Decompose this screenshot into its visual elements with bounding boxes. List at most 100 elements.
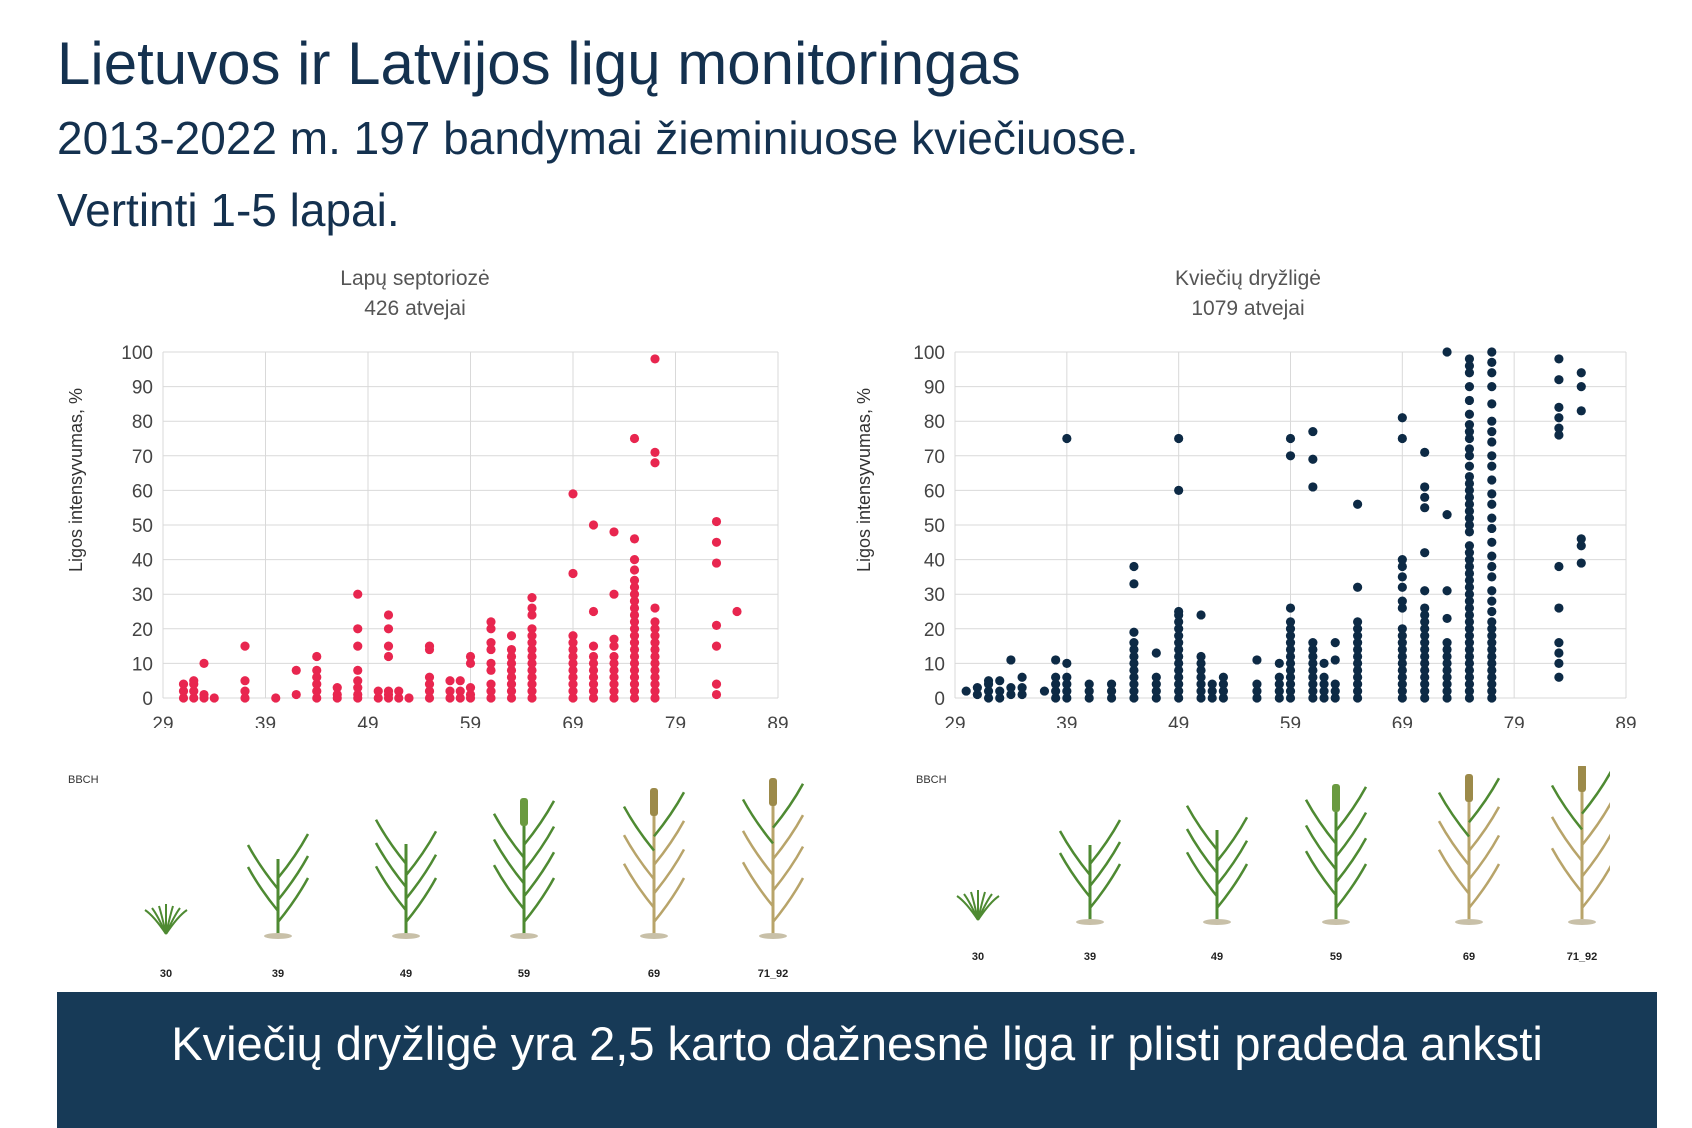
data-point [506,679,517,689]
data-point [1464,617,1475,627]
data-point [1487,537,1497,547]
stage-label: 30 [160,968,172,980]
data-point [1464,548,1475,558]
data-point [1397,679,1407,689]
data-point [1174,624,1184,634]
data-point [1464,527,1475,537]
stage-label: 49 [400,968,412,980]
data-point [1319,672,1329,682]
data-point [1464,644,1475,655]
data-point [1084,693,1094,703]
data-point [1397,596,1407,606]
plant-ear [1332,784,1340,812]
data-point [445,686,455,696]
data-point [1196,658,1206,668]
data-point [312,651,322,662]
data-point [1330,679,1340,689]
data-point [1576,558,1586,568]
data-point [1487,561,1497,572]
data-point [1464,513,1475,523]
data-point [1353,624,1363,634]
data-point [1285,644,1296,655]
y-axis-label: Ligos intensyvumas, % [66,388,86,572]
data-point [1308,672,1318,682]
data-point [1308,665,1318,675]
plant-leaf [374,819,407,865]
y-tick-label: 80 [924,412,945,433]
data-point [1420,658,1430,668]
septoria-scatter-chart: Lapų septoriozė 426 atvejai Ligos intens… [66,267,789,728]
data-point [1442,672,1452,682]
data-point [455,676,465,686]
data-point [1285,665,1296,675]
data-point [1006,683,1016,693]
data-point [568,686,578,696]
data-point [629,596,640,606]
plant-leaf [523,825,556,872]
data-point [1397,603,1407,613]
y-tick-label: 60 [924,481,945,502]
data-point [588,679,599,689]
data-point [271,693,281,703]
y-tick-label: 60 [132,481,153,502]
data-point [1151,672,1161,682]
data-point [1319,658,1329,668]
data-point [995,686,1005,696]
data-point [383,651,394,662]
data-point [1442,638,1452,648]
data-point [1285,631,1296,641]
data-point [609,665,619,675]
data-point [506,672,517,682]
data-point [312,665,322,675]
plant-roots [510,933,538,939]
data-point [527,672,537,682]
data-point [1285,603,1296,613]
data-point [1442,651,1452,662]
data-point [1464,679,1475,689]
data-point [383,610,394,620]
data-point [1487,461,1497,471]
data-point [1129,686,1139,696]
data-point [1554,354,1564,364]
data-point [1353,665,1363,675]
x-tick-label: 59 [1280,714,1301,728]
plant-leaf [492,838,525,885]
plant-leaf [622,805,655,852]
data-point [1464,610,1475,620]
data-point [1308,426,1318,437]
data-point [1017,689,1027,700]
data-point [629,651,640,662]
data-point [1274,693,1284,703]
plant-leaf [772,783,805,829]
data-point [527,638,537,648]
data-point [1487,651,1497,662]
data-point [1487,624,1497,634]
x-tick-label: 79 [1504,714,1525,728]
data-point [445,676,455,686]
data-point [1285,679,1296,689]
plant-leaf [1581,865,1610,909]
data-point [394,693,404,703]
data-point [609,672,619,682]
data-point [629,610,640,620]
data-point [1129,579,1139,589]
stage-label: 59 [1330,951,1342,963]
data-point [1308,651,1318,662]
data-point [1464,506,1475,516]
data-point [1487,631,1497,641]
data-point [1487,606,1497,617]
data-point [1353,651,1363,662]
plant-leaf [1468,806,1501,852]
data-point [1487,572,1497,582]
y-tick-label: 10 [924,654,945,675]
plant-roots [1455,919,1483,925]
data-point [1252,686,1262,696]
data-point [527,631,537,641]
y-tick-label: 80 [132,412,153,433]
data-point [424,693,435,703]
stage-label: 69 [1463,951,1475,963]
data-point [1464,471,1475,482]
chart-title: Lapų septoriozė [340,267,489,290]
plant-leaf [622,834,655,880]
data-point [650,603,660,613]
